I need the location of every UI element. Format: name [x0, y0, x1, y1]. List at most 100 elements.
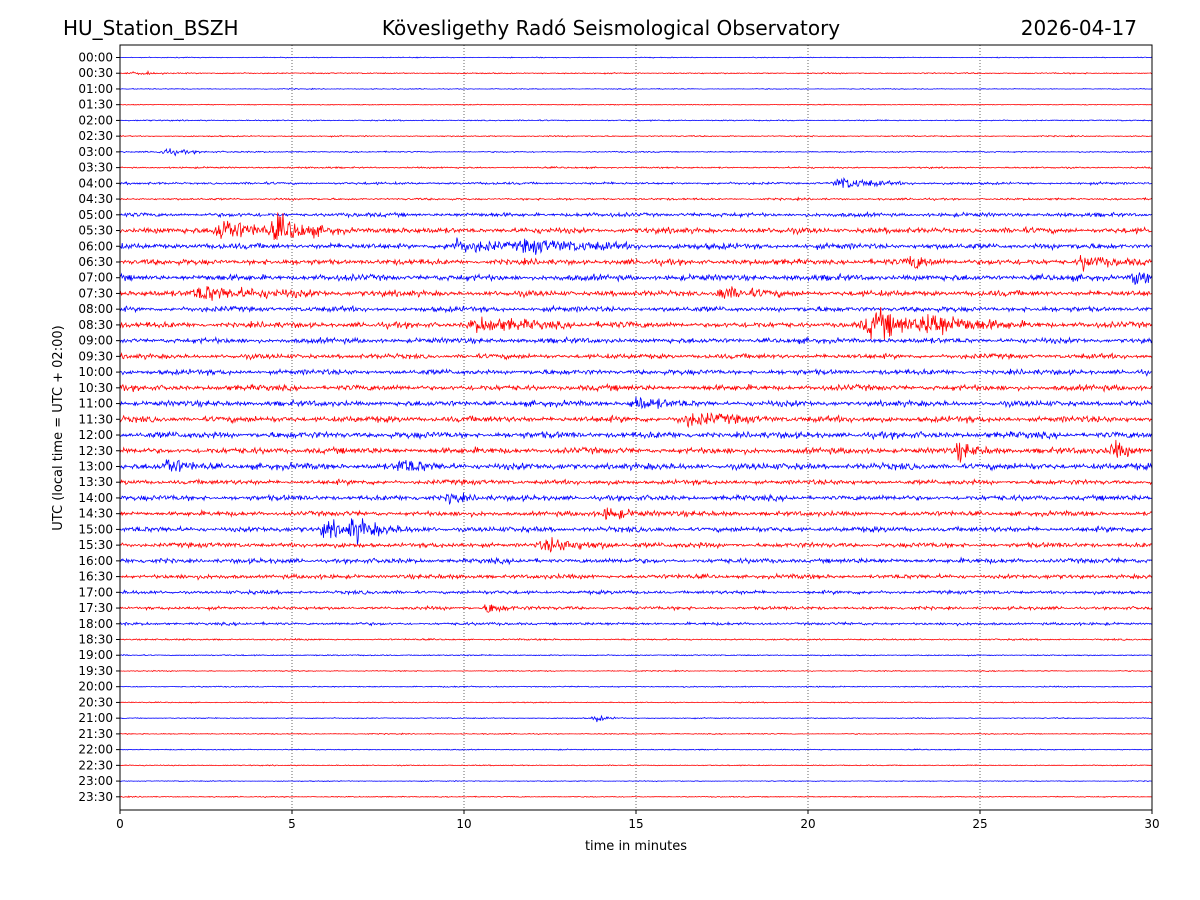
- y-tick-label: 14:30: [78, 507, 113, 521]
- y-tick-label: 09:00: [78, 334, 113, 348]
- observatory-title: Kövesligethy Radó Seismological Observat…: [382, 16, 840, 40]
- y-tick-label: 03:30: [78, 161, 113, 175]
- trace-line: [120, 56, 1153, 59]
- y-tick-label: 00:00: [78, 51, 113, 65]
- trace-line: [119, 351, 1153, 361]
- trace-line: [119, 286, 1153, 301]
- trace-line: [119, 119, 1153, 122]
- y-tick-label: 18:00: [78, 617, 113, 631]
- y-tick-label: 06:30: [78, 255, 113, 269]
- y-tick-label: 17:30: [78, 601, 113, 615]
- y-tick-label: 02:00: [78, 113, 113, 127]
- x-tick-label: 15: [628, 817, 643, 831]
- y-tick-label: 04:00: [78, 176, 113, 190]
- trace-line: [119, 147, 1153, 157]
- y-tick-label: 15:30: [78, 538, 113, 552]
- trace-line: [119, 748, 1153, 751]
- y-tick-label: 20:30: [78, 695, 113, 709]
- y-tick-label: 04:30: [78, 192, 113, 206]
- y-tick-label: 14:00: [78, 491, 113, 505]
- trace-line: [119, 165, 1153, 170]
- trace-line: [119, 237, 1153, 255]
- x-tick-label: 30: [1144, 817, 1159, 831]
- trace-line: [119, 459, 1153, 472]
- trace-line: [120, 572, 1153, 581]
- y-tick-label: 13:00: [78, 459, 113, 473]
- trace-line: [119, 69, 1153, 76]
- trace-line: [119, 255, 1153, 272]
- trace-line: [119, 537, 1153, 553]
- trace-line: [119, 669, 1153, 673]
- y-tick-label: 06:00: [78, 239, 113, 253]
- trace-line: [119, 795, 1153, 799]
- trace-line: [119, 411, 1153, 429]
- y-tick-label: 03:00: [78, 145, 113, 159]
- trace-line: [119, 196, 1153, 202]
- y-tick-label: 00:30: [78, 66, 113, 80]
- y-tick-label: 19:00: [78, 648, 113, 662]
- y-tick-label: 05:30: [78, 224, 113, 238]
- trace-line: [119, 382, 1153, 393]
- trace-line: [119, 368, 1152, 377]
- x-tick-label: 25: [972, 817, 987, 831]
- y-tick-label: 01:30: [78, 98, 113, 112]
- y-tick-label: 15:00: [78, 522, 113, 536]
- x-axis-label: time in minutes: [585, 839, 687, 854]
- y-tick-label: 23:30: [78, 790, 113, 804]
- trace-line: [119, 439, 1153, 463]
- x-tick-label: 0: [116, 817, 124, 831]
- y-tick-label: 16:00: [78, 554, 113, 568]
- trace-line: [119, 685, 1153, 689]
- x-tick-label: 10: [456, 817, 471, 831]
- y-tick-label: 05:00: [78, 208, 113, 222]
- y-tick-label: 20:00: [78, 680, 113, 694]
- trace-line: [119, 732, 1153, 736]
- station-name: HU_Station_BSZH: [63, 16, 239, 40]
- y-tick-label: 16:30: [78, 570, 113, 584]
- trace-line: [119, 653, 1153, 657]
- x-tick-label: 20: [800, 817, 815, 831]
- trace-line: [119, 764, 1153, 767]
- trace-line: [119, 212, 1153, 241]
- y-axis-label: UTC (local time = UTC + 02:00): [51, 325, 66, 530]
- grid-lines: [291, 45, 981, 810]
- y-tick-label: 18:30: [78, 633, 113, 647]
- trace-line: [119, 588, 1153, 596]
- y-tick-label: 12:00: [78, 428, 113, 442]
- trace-line: [119, 134, 1153, 138]
- plot-frame: [119, 44, 1153, 811]
- trace-line: [119, 478, 1153, 487]
- y-tick-label: 10:00: [78, 365, 113, 379]
- y-tick-label: 11:30: [78, 412, 113, 426]
- trace-line: [119, 336, 1153, 346]
- y-tick-label: 22:30: [78, 758, 113, 772]
- chart-date: 2026-04-17: [1021, 16, 1137, 40]
- trace-line: [119, 306, 1153, 340]
- y-tick-label: 08:30: [78, 318, 113, 332]
- trace-line: [119, 177, 1153, 188]
- y-tick-label: 08:00: [78, 302, 113, 316]
- y-tick-label: 07:00: [78, 271, 113, 285]
- y-tick-label: 17:00: [78, 585, 113, 599]
- trace-line: [119, 507, 1153, 520]
- trace-line: [119, 637, 1153, 642]
- trace-line: [119, 396, 1153, 410]
- trace-line: [119, 714, 1152, 723]
- trace-group: [119, 56, 1153, 799]
- y-tick-label: 21:00: [78, 711, 113, 725]
- trace-line: [119, 87, 1153, 91]
- y-tick-label: 07:30: [78, 286, 113, 300]
- trace-line: [119, 272, 1153, 285]
- x-tick-label: 5: [288, 817, 296, 831]
- trace-line: [119, 701, 1153, 704]
- y-tick-label: 01:00: [78, 82, 113, 96]
- y-tick-label: 22:00: [78, 743, 113, 757]
- trace-line: [119, 492, 1153, 506]
- y-tick-label: 02:30: [78, 129, 113, 143]
- y-tick-label: 19:30: [78, 664, 113, 678]
- trace-line: [119, 620, 1153, 627]
- trace-line: [119, 518, 1153, 546]
- y-tick-label: 13:30: [78, 475, 113, 489]
